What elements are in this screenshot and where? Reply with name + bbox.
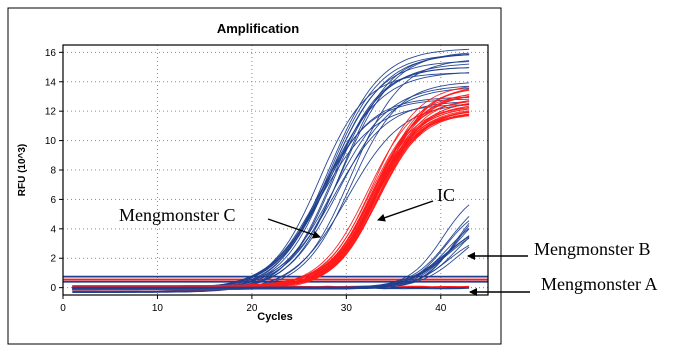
y-tick-label: 16	[45, 48, 57, 59]
y-tick-label: 12	[45, 107, 57, 118]
x-tick-label: 40	[435, 303, 447, 314]
amplification-curve-b	[72, 228, 470, 289]
y-tick-label: 14	[45, 77, 57, 88]
y-axis-label: RFU (10^3)	[17, 144, 28, 197]
y-tick-label: 2	[50, 254, 56, 265]
x-axis-ticks: 0 10 20 30 40	[60, 295, 447, 314]
amplification-curve-b	[72, 237, 470, 288]
y-tick-label: 8	[50, 166, 56, 177]
amplification-curve-c	[72, 67, 470, 293]
chart-title: Amplification	[217, 21, 299, 36]
y-tick-label: 6	[50, 195, 56, 206]
y-tick-label: 4	[50, 224, 56, 235]
y-tick-label: 0	[50, 283, 56, 294]
x-tick-label: 10	[152, 303, 164, 314]
x-tick-label: 30	[341, 303, 353, 314]
mengmonster-c-label: Mengmonster C	[119, 205, 236, 225]
amplification-curve-ic	[72, 86, 470, 287]
mengmonster-c-arrow	[267, 218, 321, 239]
mengmonster-b-label: Mengmonster B	[534, 239, 651, 259]
ic-label: IC	[437, 185, 455, 205]
y-tick-label: 10	[45, 136, 57, 147]
mengmonster-a-label: Mengmonster A	[541, 274, 658, 294]
x-tick-label: 0	[60, 303, 66, 314]
y-axis-ticks: 0 2 4 6 8 10 12 14 16	[45, 48, 63, 294]
x-axis-label: Cycles	[257, 311, 292, 323]
x-tick-label: 20	[246, 303, 258, 314]
ic-arrow	[377, 200, 434, 222]
amplification-curves	[72, 48, 470, 293]
amplification-curve-c	[72, 85, 470, 293]
